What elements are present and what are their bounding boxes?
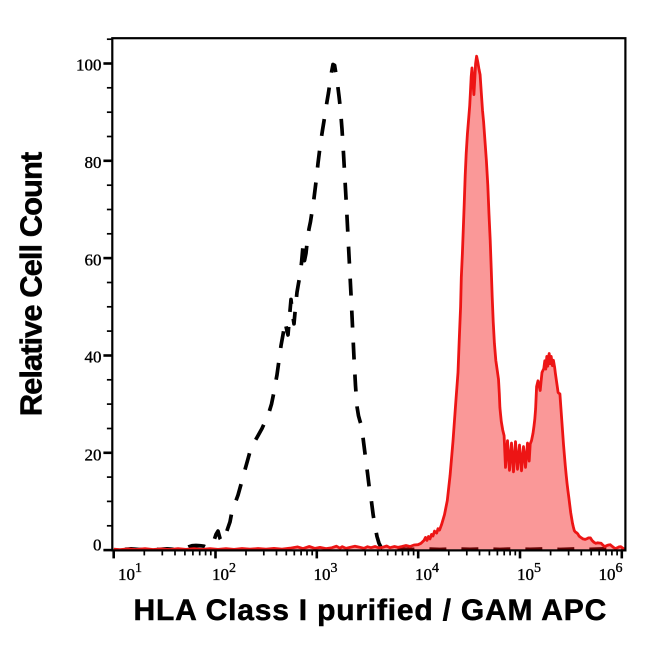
svg-text:20: 20: [85, 446, 102, 465]
svg-text:100: 100: [76, 56, 102, 75]
svg-text:HLA Class I purified / GAM APC: HLA Class I purified / GAM APC: [134, 594, 608, 627]
svg-text:60: 60: [85, 250, 102, 269]
svg-text:40: 40: [85, 348, 102, 367]
svg-text:0: 0: [93, 535, 102, 554]
svg-text:80: 80: [85, 153, 102, 172]
svg-text:Relative Cell Count: Relative Cell Count: [14, 152, 49, 416]
